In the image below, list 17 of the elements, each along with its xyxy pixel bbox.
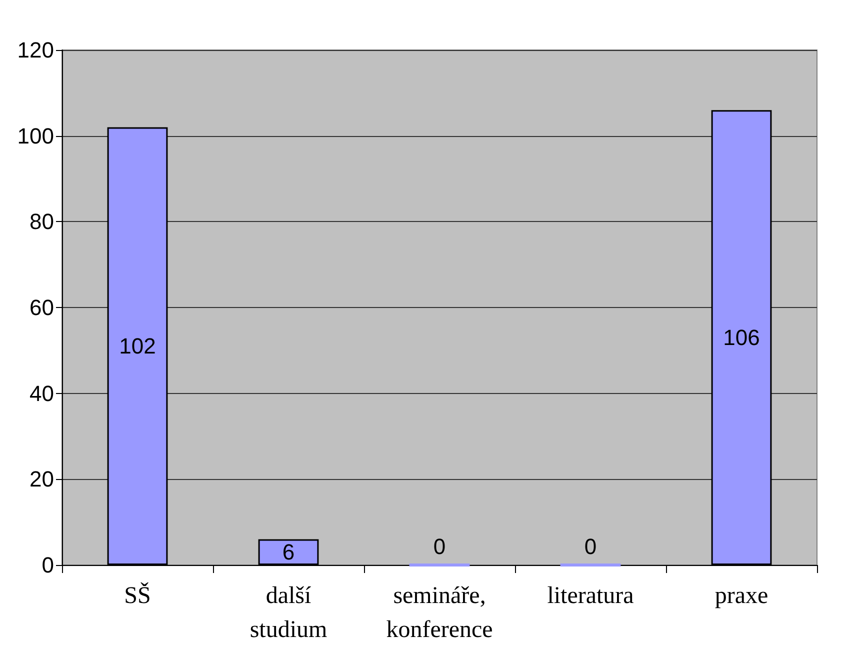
- x-tick-label: praxe: [714, 583, 768, 609]
- data-label: 102: [119, 334, 156, 359]
- y-tick-label: 80: [30, 209, 54, 234]
- y-tick-label: 60: [30, 295, 54, 320]
- data-label: 106: [723, 325, 760, 350]
- x-tick-label: literatura: [547, 583, 634, 609]
- data-label: 0: [584, 534, 597, 559]
- y-tick-label: 100: [17, 123, 54, 148]
- y-tick-label: 40: [30, 380, 54, 406]
- y-tick-label: 20: [30, 466, 54, 492]
- data-label: 6: [282, 540, 295, 565]
- x-tick-label: semináře, konference: [386, 583, 493, 643]
- y-tick-label: 120: [17, 38, 54, 62]
- y-tick-label: 0: [42, 552, 54, 578]
- x-tick-label: SŠ: [124, 582, 151, 609]
- data-label: 0: [433, 534, 446, 559]
- x-tick-label: další studium: [250, 583, 328, 643]
